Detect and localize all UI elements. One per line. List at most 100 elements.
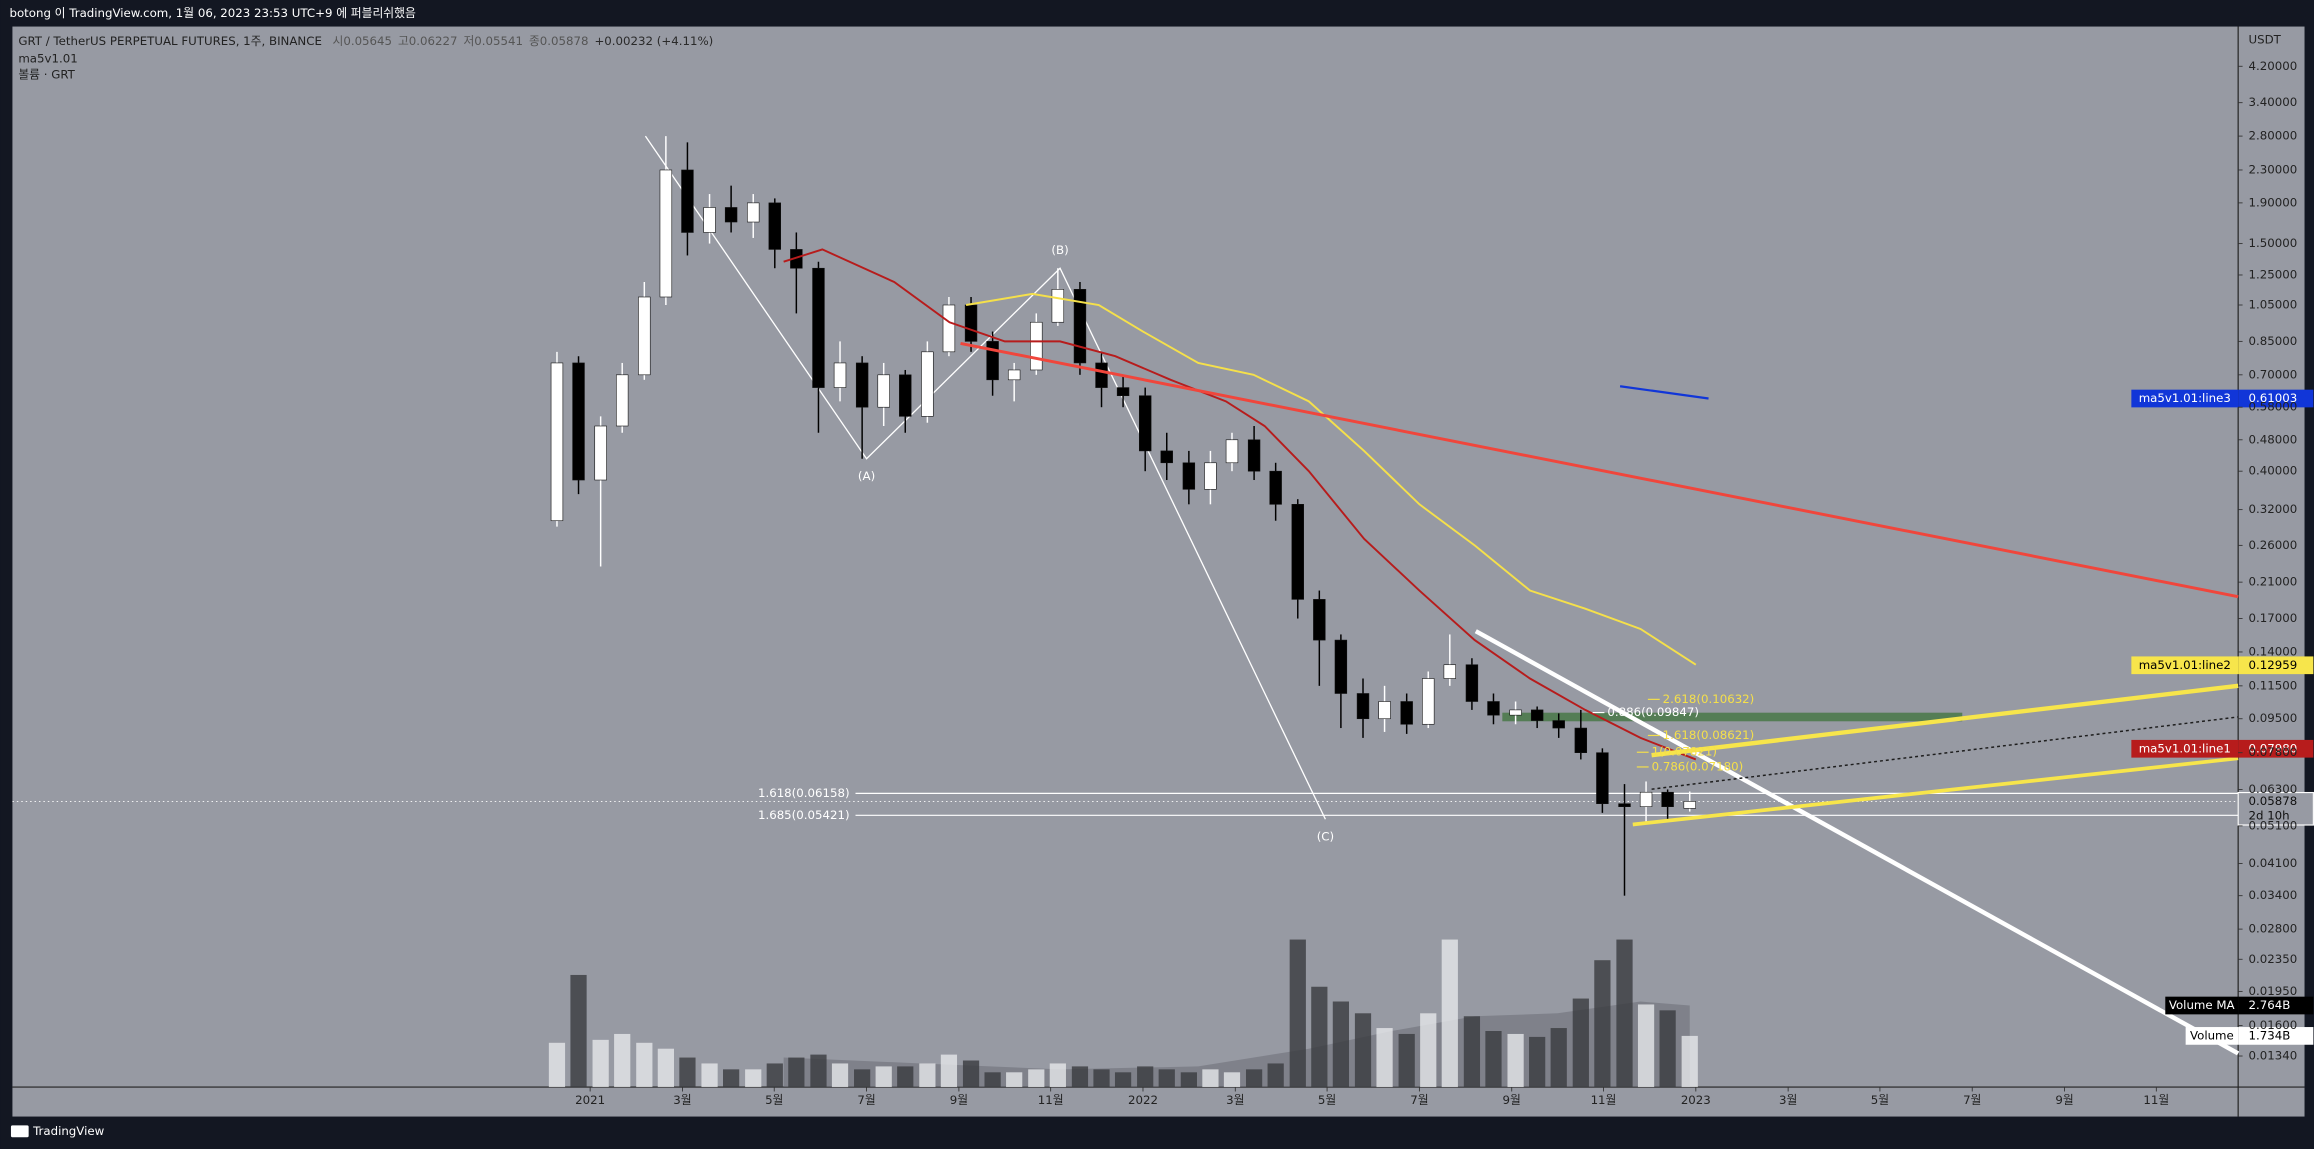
trendline bbox=[1651, 683, 2239, 758]
y-tick-label: 4.20000 bbox=[2248, 59, 2297, 73]
candle-body bbox=[1095, 362, 1108, 388]
y-tick-label: 0.06300 bbox=[2248, 782, 2297, 796]
candle-body bbox=[1138, 395, 1152, 452]
volume-bar bbox=[1223, 1072, 1241, 1088]
candle-body bbox=[638, 296, 651, 376]
volume-bar bbox=[831, 1063, 849, 1088]
x-tick-label: 3월 bbox=[1779, 1093, 1797, 1107]
volume-bar bbox=[636, 1042, 653, 1088]
badge-value-bg bbox=[2238, 739, 2314, 758]
candle-body bbox=[616, 374, 629, 427]
badge-value: 2.764B bbox=[2248, 998, 2290, 1012]
badge-name: ma5v1.01:line3 bbox=[2139, 391, 2231, 405]
candle-body bbox=[1574, 727, 1588, 753]
symbol-title: GRT / TetherUS PERPETUAL FUTURES, 1주, BI… bbox=[18, 34, 322, 48]
x-tick-label: 9월 bbox=[1503, 1093, 1521, 1107]
x-tick-label: 9월 bbox=[2055, 1093, 2073, 1107]
x-tick-label: 3월 bbox=[1226, 1093, 1244, 1107]
candle-body bbox=[1552, 720, 1565, 729]
candle-body bbox=[833, 362, 847, 388]
wave-label: (C) bbox=[1317, 829, 1334, 843]
candle-body bbox=[724, 207, 738, 223]
badge-value: 1.734B bbox=[2248, 1028, 2290, 1042]
x-tick-label: 5월 bbox=[1318, 1093, 1336, 1107]
volume-bar bbox=[788, 1057, 805, 1088]
volume-bar bbox=[1049, 1063, 1066, 1088]
volume-bar bbox=[679, 1057, 696, 1088]
x-tick-label: 2021 bbox=[575, 1093, 605, 1107]
candle-body bbox=[1160, 450, 1173, 464]
moving-average bbox=[965, 292, 1697, 666]
volume-bar bbox=[1659, 1010, 1676, 1088]
y-tick-label: 2.80000 bbox=[2248, 129, 2297, 143]
candle-body bbox=[1116, 387, 1130, 397]
badge-value-bg bbox=[2238, 389, 2314, 408]
candle-body bbox=[1225, 439, 1239, 464]
fib-label: 1(0.07821) bbox=[1652, 745, 1717, 759]
volume-bar bbox=[701, 1063, 718, 1088]
volume-bar bbox=[1093, 1069, 1110, 1088]
volume-bar bbox=[1289, 939, 1306, 1088]
badge-name: Volume MA bbox=[2169, 998, 2235, 1012]
wave-label: (B) bbox=[1051, 243, 1068, 257]
y-tick-label: 0.40000 bbox=[2248, 464, 2297, 478]
candle-body bbox=[747, 202, 760, 223]
candle-body bbox=[550, 362, 564, 522]
y-tick-label: 1.05000 bbox=[2248, 298, 2297, 312]
badge-name: ma5v1.01:line2 bbox=[2139, 658, 2231, 672]
candle-body bbox=[1596, 752, 1609, 805]
candle-body bbox=[572, 362, 585, 481]
logo[interactable]: TradingView bbox=[10, 1124, 105, 1138]
badge-value-bg bbox=[2238, 996, 2314, 1015]
volume-bar bbox=[1485, 1031, 1502, 1088]
last-price-badge bbox=[2237, 791, 2314, 826]
volume-bar bbox=[657, 1048, 674, 1088]
fib-label: 0.786(0.07180) bbox=[1652, 759, 1744, 773]
volume-bar bbox=[548, 1042, 566, 1088]
y-tick-label: 0.85000 bbox=[2248, 334, 2297, 348]
candle-body bbox=[942, 304, 956, 353]
y-tick-label: 0.03400 bbox=[2248, 888, 2297, 902]
ohlc-value: 고0.06227 bbox=[398, 34, 458, 48]
volume-bar bbox=[854, 1069, 871, 1088]
candle-body bbox=[659, 169, 673, 298]
publish-info: botong 이 TradingView.com, 1월 06, 2023 23… bbox=[9, 6, 416, 20]
volume-bar bbox=[1420, 1013, 1437, 1088]
candle-body bbox=[986, 341, 999, 381]
candle-body bbox=[1465, 664, 1479, 702]
trendline bbox=[960, 341, 2239, 599]
badge-value: 0.07980 bbox=[2248, 741, 2297, 755]
y-tick-label: 0.70000 bbox=[2248, 367, 2297, 381]
badge-value-bg bbox=[2238, 656, 2314, 675]
volume-bar bbox=[1376, 1028, 1393, 1088]
volume-bar bbox=[1398, 1033, 1415, 1088]
volume-bar bbox=[1202, 1069, 1219, 1088]
fib-level-label: 1.685(0.05421) bbox=[758, 808, 850, 822]
volume-bar bbox=[1267, 1063, 1284, 1088]
bar-countdown: 2d 10h bbox=[2248, 809, 2289, 823]
volume-bar bbox=[1529, 1036, 1546, 1088]
volume-ma-area bbox=[783, 1001, 1690, 1088]
ohlc-value: +0.00232 (+4.11%) bbox=[594, 34, 713, 48]
fib-level-label: 1.618(0.06158) bbox=[758, 786, 850, 800]
candle-body bbox=[1618, 803, 1631, 807]
y-tick-label: 1.90000 bbox=[2248, 195, 2297, 209]
y-tick-label: 0.26000 bbox=[2248, 538, 2297, 552]
y-tick-label: 2.30000 bbox=[2248, 162, 2297, 176]
volume-bar bbox=[897, 1066, 914, 1088]
currency: USDT bbox=[2248, 32, 2281, 46]
badge-name-bg bbox=[2165, 996, 2239, 1015]
y-tick-label: 0.02800 bbox=[2248, 922, 2297, 936]
candle-body bbox=[964, 304, 978, 342]
y-tick-label: 0.32000 bbox=[2248, 502, 2297, 516]
candle-body bbox=[1509, 709, 1522, 716]
volume-bar bbox=[1637, 1004, 1655, 1088]
fib-label: 2.618(0.10632) bbox=[1663, 692, 1755, 706]
candle-body bbox=[1269, 470, 1282, 505]
ohlc-value: 종0.05878 bbox=[529, 34, 589, 48]
volume-bar bbox=[1572, 998, 1589, 1088]
candle-body bbox=[1356, 693, 1370, 720]
candle-body bbox=[1182, 462, 1196, 490]
volume-bar bbox=[962, 1060, 980, 1088]
y-tick-label: 0.58000 bbox=[2248, 400, 2297, 414]
